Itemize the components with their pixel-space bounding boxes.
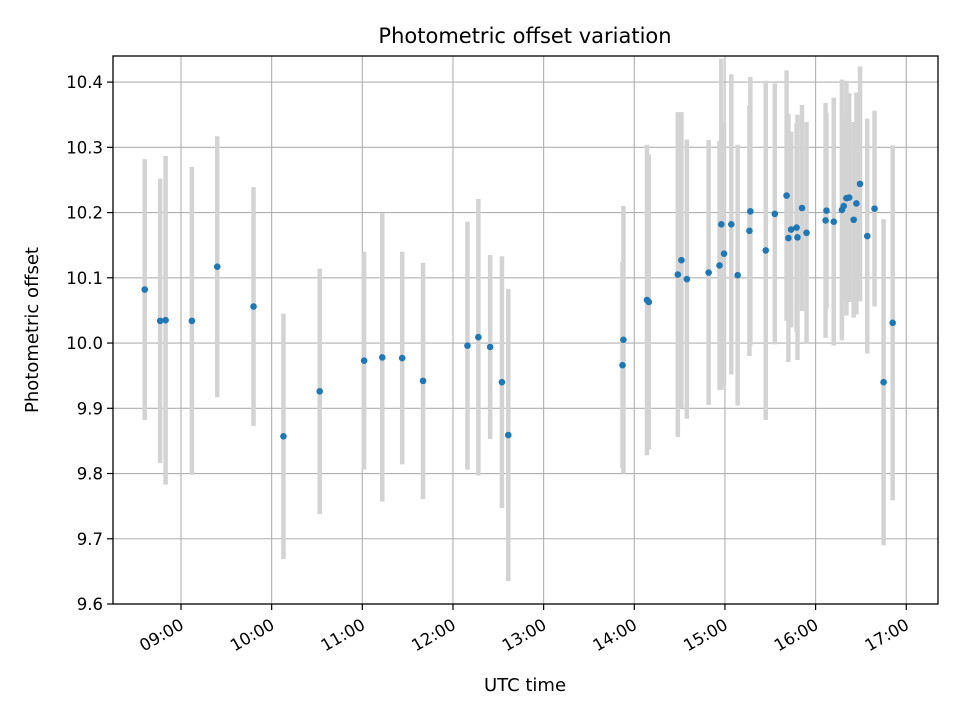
data-point: [316, 388, 324, 395]
data-point: [762, 247, 770, 254]
data-point: [845, 194, 853, 201]
data-point: [830, 218, 838, 226]
chart-title: Photometric offset variation: [378, 24, 671, 48]
data-point: [360, 357, 368, 364]
y-tick-label: 9.9: [77, 399, 103, 418]
data-point: [213, 263, 221, 271]
data-point: [823, 207, 830, 214]
data-point: [803, 229, 810, 237]
data-point: [250, 303, 257, 310]
data-point: [419, 377, 427, 385]
data-point: [793, 224, 800, 231]
y-tick-label: 9.6: [77, 595, 103, 614]
data-point: [746, 227, 753, 235]
y-tick-label: 10.0: [66, 334, 103, 353]
y-axis-ticks: 9.6 9.7 9.8 9.9 10.0 10.1 10.2 10.3 10.4: [66, 73, 113, 614]
data-point: [188, 317, 196, 325]
data-point: [880, 378, 887, 386]
data-point: [280, 433, 287, 440]
data-point: [863, 232, 871, 240]
data-point: [504, 431, 512, 439]
data-point: [727, 221, 735, 228]
data-point: [683, 275, 691, 283]
data-point: [853, 200, 860, 207]
data-points: [141, 180, 896, 440]
data-point: [141, 286, 149, 293]
data-point: [398, 354, 406, 362]
data-point: [783, 192, 790, 199]
data-point: [798, 204, 806, 212]
data-point: [645, 298, 653, 306]
data-point: [475, 333, 482, 341]
data-point: [840, 202, 848, 210]
data-point: [822, 217, 829, 224]
data-point: [771, 210, 779, 218]
y-axis-label: Photometric offset: [22, 247, 43, 413]
data-point: [705, 269, 712, 276]
y-tick-label: 10.1: [66, 269, 103, 288]
y-tick-label: 9.7: [77, 530, 103, 549]
data-point: [850, 216, 857, 224]
y-tick-label: 10.3: [66, 138, 103, 157]
data-point: [486, 343, 494, 351]
data-point: [716, 262, 723, 269]
data-point: [889, 319, 896, 327]
data-point: [747, 207, 754, 215]
data-point: [785, 234, 792, 242]
data-point: [787, 226, 795, 233]
data-point: [718, 221, 725, 228]
x-axis-label: UTC time: [484, 675, 566, 696]
data-point: [619, 361, 626, 369]
y-tick-label: 9.8: [77, 465, 103, 484]
data-point: [734, 271, 741, 279]
data-point: [498, 378, 506, 386]
data-point: [794, 234, 801, 241]
y-tick-label: 10.4: [66, 73, 103, 92]
data-point: [156, 317, 164, 325]
plot-frame: [112, 55, 939, 605]
data-point: [678, 256, 685, 264]
data-point: [162, 316, 169, 324]
data-point: [620, 336, 627, 344]
data-point: [674, 271, 682, 278]
data-point: [856, 180, 864, 188]
data-point: [378, 354, 386, 361]
data-point: [720, 250, 728, 257]
data-point: [464, 342, 471, 349]
y-tick-label: 10.2: [66, 204, 103, 223]
data-point: [871, 205, 878, 212]
